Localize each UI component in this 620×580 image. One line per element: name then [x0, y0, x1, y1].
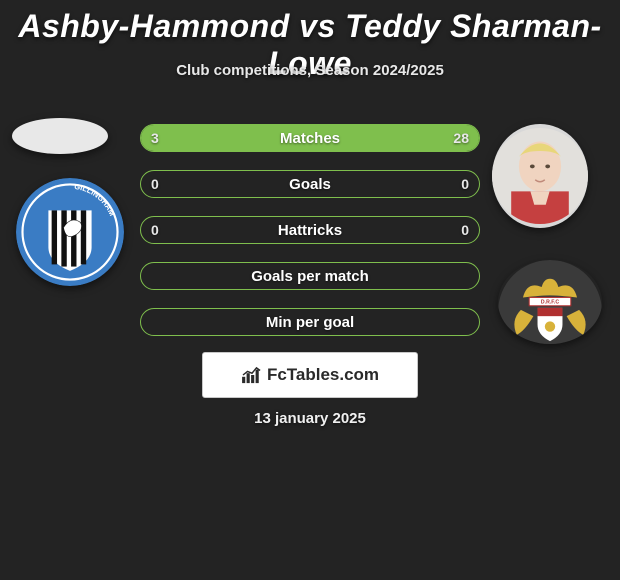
stat-row: 00Hattricks [140, 216, 480, 244]
left-player-avatar [12, 118, 108, 154]
right-player-avatar [492, 124, 588, 228]
svg-text:D.R.F.C: D.R.F.C [541, 300, 559, 306]
date-text: 13 january 2025 [0, 410, 620, 427]
stat-label: Min per goal [141, 309, 479, 335]
right-club-badge: D.R.F.C [498, 260, 602, 344]
stat-label: Hattricks [141, 217, 479, 243]
stat-row: Min per goal [140, 308, 480, 336]
stat-label: Goals per match [141, 263, 479, 289]
stat-label: Matches [141, 125, 479, 151]
comparison-bars: 328Matches 00Goals 00Hattricks Goals per ma… [140, 124, 480, 354]
stat-label: Goals [141, 171, 479, 197]
left-club-badge: GILLINGHAM [16, 178, 124, 286]
stat-row: 00Goals [140, 170, 480, 198]
stat-row: Goals per match [140, 262, 480, 290]
watermark: FcTables.com [202, 352, 418, 398]
bars-icon [241, 366, 263, 384]
page-subtitle: Club competitions, Season 2024/2025 [0, 62, 620, 79]
stat-row: 328Matches [140, 124, 480, 152]
watermark-text: FcTables.com [267, 365, 379, 385]
